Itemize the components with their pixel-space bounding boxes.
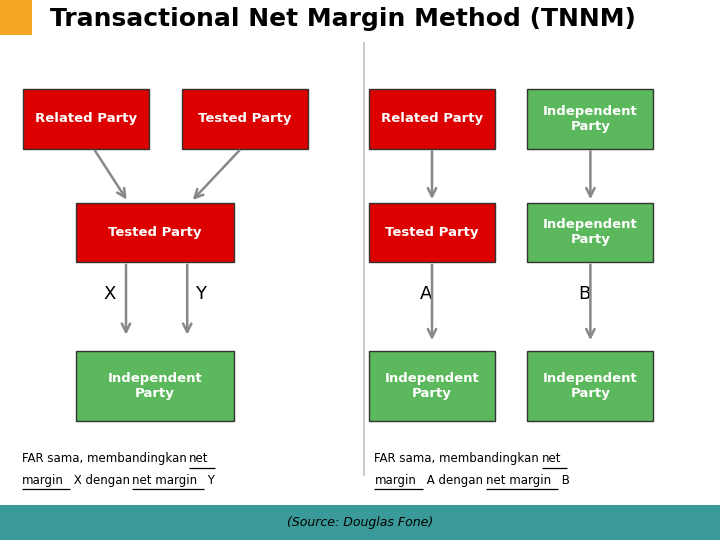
FancyBboxPatch shape xyxy=(369,351,495,421)
FancyBboxPatch shape xyxy=(0,0,32,35)
FancyBboxPatch shape xyxy=(527,202,654,262)
Text: net: net xyxy=(189,453,209,465)
Text: Tested Party: Tested Party xyxy=(198,112,292,125)
Text: Independent
Party: Independent Party xyxy=(543,105,638,133)
Text: Independent
Party: Independent Party xyxy=(107,372,202,400)
Text: margin: margin xyxy=(374,474,416,487)
Text: margin: margin xyxy=(22,474,63,487)
Text: Related Party: Related Party xyxy=(35,112,138,125)
Text: (Source: Douglas Fone): (Source: Douglas Fone) xyxy=(287,516,433,529)
Text: net margin: net margin xyxy=(132,474,197,487)
Text: Related Party: Related Party xyxy=(381,112,483,125)
Text: Transactional Net Margin Method (TNNM): Transactional Net Margin Method (TNNM) xyxy=(50,7,636,31)
FancyBboxPatch shape xyxy=(527,351,654,421)
Text: Independent
Party: Independent Party xyxy=(384,372,480,400)
Text: A dengan: A dengan xyxy=(423,474,487,487)
Text: Tested Party: Tested Party xyxy=(385,226,479,239)
Text: FAR sama, membandingkan: FAR sama, membandingkan xyxy=(22,453,190,465)
Text: Y: Y xyxy=(204,474,215,487)
Text: B: B xyxy=(558,474,570,487)
FancyBboxPatch shape xyxy=(76,351,234,421)
FancyBboxPatch shape xyxy=(0,505,720,540)
Text: Independent
Party: Independent Party xyxy=(543,372,638,400)
Text: Tested Party: Tested Party xyxy=(108,226,202,239)
Text: FAR sama, membandingkan: FAR sama, membandingkan xyxy=(374,453,543,465)
FancyBboxPatch shape xyxy=(369,89,495,148)
Text: Independent
Party: Independent Party xyxy=(543,218,638,246)
FancyBboxPatch shape xyxy=(527,89,654,148)
FancyBboxPatch shape xyxy=(182,89,308,148)
FancyBboxPatch shape xyxy=(76,202,234,262)
Text: A: A xyxy=(420,285,433,303)
Text: net margin: net margin xyxy=(486,474,551,487)
Text: X dengan: X dengan xyxy=(70,474,134,487)
FancyBboxPatch shape xyxy=(369,202,495,262)
Text: Y: Y xyxy=(194,285,206,303)
FancyBboxPatch shape xyxy=(23,89,150,148)
Text: B: B xyxy=(578,285,591,303)
Text: X: X xyxy=(103,285,116,303)
Text: net: net xyxy=(542,453,562,465)
